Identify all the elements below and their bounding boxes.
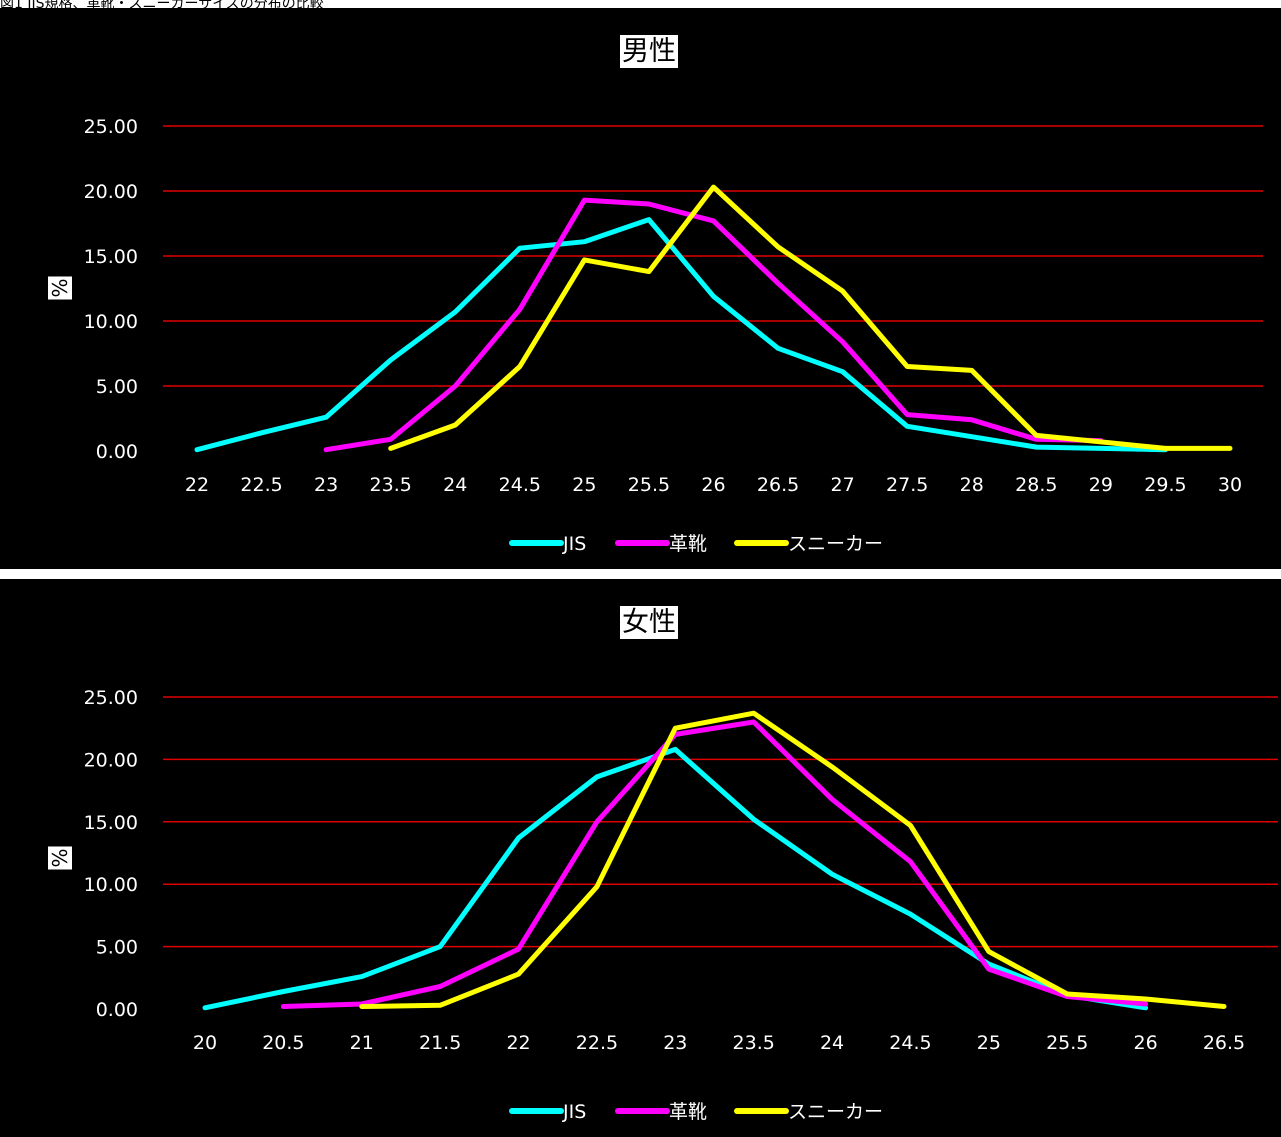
- series-line-0: [194, 217, 1168, 453]
- x-tick-label: 21.5: [419, 1032, 461, 1054]
- y-tick-label: 0.00: [96, 999, 138, 1021]
- x-tick-label: 24: [443, 474, 467, 496]
- x-tick-label: 22.5: [576, 1032, 618, 1054]
- chart-women-panel: 女性 0.00 5.00 10.00 15.00 20.00 25.00% 20 20.5 21 2…: [0, 579, 1281, 1137]
- legend-label: JIS: [562, 533, 586, 555]
- x-tick-label: 28.5: [1015, 474, 1057, 496]
- x-tick-label: 29: [1089, 474, 1113, 496]
- chart-men: 男性 0.00 5.00 10.00 15.00 20.00 25.00% 22 22.5 23 2…: [48, 35, 1263, 555]
- x-tick-label: 22: [185, 474, 209, 496]
- x-tick-label: 23: [314, 474, 338, 496]
- chart-women: 女性 0.00 5.00 10.00 15.00 20.00 25.00% 20 20.5 21 2…: [48, 606, 1278, 1123]
- y-axis-label: %: [48, 848, 72, 867]
- x-tick-label: 26.5: [757, 474, 799, 496]
- x-tick-label: 25.5: [1046, 1032, 1088, 1054]
- y-tick-label: 15.00: [84, 812, 138, 834]
- x-tick-label: 23: [663, 1032, 687, 1054]
- x-tick-label: 26: [701, 474, 725, 496]
- chart-title-background: [620, 35, 678, 68]
- x-tick-label: 20: [193, 1032, 217, 1054]
- x-tick-label: 22: [506, 1032, 530, 1054]
- x-tick-label: 23.5: [733, 1032, 775, 1054]
- x-tick-label: 20.5: [262, 1032, 304, 1054]
- y-tick-label: 20.00: [84, 749, 138, 771]
- y-axis-label: %: [48, 278, 72, 297]
- y-axis-label-background: [48, 846, 72, 870]
- y-tick-label: 5.00: [96, 937, 138, 959]
- y-tick-label: 25.00: [84, 687, 138, 709]
- x-tick-label: 27: [831, 474, 855, 496]
- y-tick-label: 15.00: [84, 246, 138, 268]
- y-tick-label: 25.00: [84, 116, 138, 138]
- legend-label: 革靴: [669, 1101, 707, 1123]
- x-tick-label: 30: [1218, 474, 1242, 496]
- y-tick-label: 10.00: [84, 311, 138, 333]
- series-line-1: [280, 719, 1149, 1009]
- x-tick-label: 26: [1134, 1032, 1158, 1054]
- x-tick-label: 21: [350, 1032, 374, 1054]
- series-line-0: [202, 746, 1149, 1011]
- series-line-1: [323, 197, 1104, 453]
- series-line-2: [359, 710, 1227, 1009]
- x-tick-label: 25: [977, 1032, 1001, 1054]
- x-tick-label: 22.5: [240, 474, 282, 496]
- x-tick-label: 24.5: [889, 1032, 931, 1054]
- x-tick-label: 23.5: [370, 474, 412, 496]
- legend-label: 革靴: [669, 533, 707, 555]
- y-tick-label: 10.00: [84, 874, 138, 896]
- y-tick-label: 0.00: [96, 441, 138, 463]
- chart-title-background: [620, 606, 678, 639]
- x-tick-label: 27.5: [886, 474, 928, 496]
- x-tick-label: 24: [820, 1032, 844, 1054]
- legend-label: スニーカー: [788, 533, 883, 555]
- x-tick-label: 25.5: [628, 474, 670, 496]
- x-tick-label: 29.5: [1144, 474, 1186, 496]
- y-axis-label-background: [48, 276, 72, 300]
- x-tick-label: 24.5: [499, 474, 541, 496]
- series-line-2: [388, 184, 1233, 451]
- x-tick-label: 26.5: [1203, 1032, 1245, 1054]
- x-tick-label: 25: [572, 474, 596, 496]
- legend-label: スニーカー: [788, 1101, 883, 1123]
- y-tick-label: 5.00: [96, 376, 138, 398]
- chart-title: 男性: [622, 36, 676, 67]
- x-tick-label: 28: [960, 474, 984, 496]
- chart-men-panel: 男性 0.00 5.00 10.00 15.00 20.00 25.00% 22 22.5 23 2…: [0, 8, 1281, 569]
- legend-label: JIS: [562, 1101, 586, 1123]
- y-tick-label: 20.00: [84, 181, 138, 203]
- figure-caption: 図1 JIS規格、革靴・スニーカーサイズの分布の比較: [0, 0, 324, 8]
- chart-title: 女性: [622, 607, 676, 638]
